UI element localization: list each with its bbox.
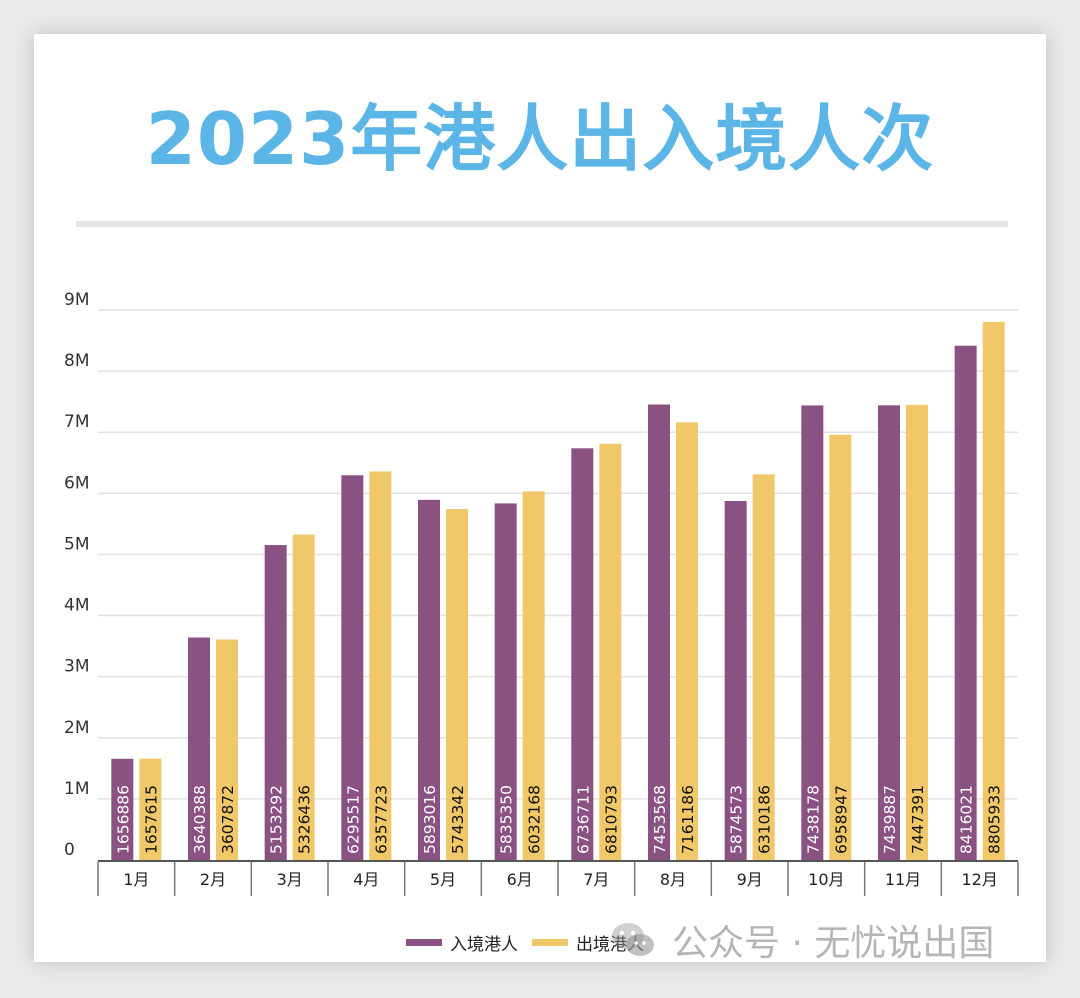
bar-inbound: [724, 500, 747, 860]
bar-value-label: 6810793: [602, 785, 620, 854]
bar-value-label: 7439887: [881, 785, 899, 854]
x-tick-label: 8月: [660, 870, 686, 889]
watermark-text: 公众号 · 无忧说出国: [672, 923, 995, 964]
bar-inbound: [571, 448, 594, 860]
x-tick-label: 7月: [583, 870, 609, 889]
bar-value-label: 6958947: [832, 785, 850, 854]
bar-value-label: 3640388: [191, 785, 209, 854]
bar-inbound: [648, 404, 670, 860]
wechat-icon: [612, 923, 654, 956]
legend-swatch-outbound: [532, 939, 568, 946]
bar-value-label: 6032168: [526, 785, 544, 854]
bar-outbound: [292, 534, 315, 860]
y-tick-label: 5M: [64, 534, 89, 554]
bar-outbound: [752, 474, 775, 860]
bar-value-label: 7453568: [651, 785, 669, 854]
y-tick-label: 2M: [64, 718, 89, 738]
y-tick-label: 4M: [64, 596, 89, 616]
y-tick-label: 3M: [64, 657, 89, 677]
y-tick-label: 6M: [64, 473, 89, 493]
bar-value-label: 5835350: [498, 785, 516, 854]
bar-inbound: [111, 758, 134, 860]
x-tick-label: 5月: [430, 870, 456, 889]
bar-inbound: [801, 405, 824, 860]
bar-value-label: 6357723: [372, 785, 390, 854]
bar-value-label: 7447391: [909, 785, 927, 854]
bar-chart: 0 1M 2M 3M 4M 5M 6M 7M 8M 9M 1656886 1657615 364038…: [64, 290, 1019, 896]
bar-inbound: [954, 345, 977, 860]
bar-inbound: [494, 503, 517, 860]
bar-value-label: 5326436: [296, 785, 314, 854]
bar-value-label: 5743342: [449, 785, 467, 854]
x-tick-label: 9月: [737, 870, 763, 889]
bar-outbound: [369, 471, 392, 860]
bar-outbound: [216, 639, 238, 860]
bar-value-label: 1657615: [142, 785, 160, 854]
legend-item-outbound: 出境港人: [532, 930, 644, 955]
bar-value-label: 7161186: [679, 785, 697, 854]
legend-label-outbound: 出境港人: [576, 935, 644, 955]
bar-inbound: [264, 545, 287, 860]
bar-outbound: [599, 443, 622, 860]
y-tick-label: 0: [64, 840, 75, 860]
x-tick-label: 12月: [961, 870, 997, 889]
x-tick-label: 11月: [885, 870, 921, 889]
y-tick-label: 7M: [64, 412, 89, 432]
bar-value-label: 5153292: [268, 785, 286, 854]
bar-outbound: [982, 321, 1005, 861]
bar-inbound: [418, 499, 440, 860]
bar-value-label: 6295517: [344, 785, 362, 854]
bar-outbound: [139, 758, 162, 860]
bar-outbound: [829, 434, 852, 860]
bar-outbound: [522, 491, 545, 860]
bar-value-label: 5874573: [728, 785, 746, 854]
bar-value-label: 8416021: [958, 785, 976, 854]
bar-value-label: 3607872: [219, 785, 237, 854]
bar-value-label: 6310186: [756, 785, 774, 854]
x-tick-label: 1月: [123, 870, 149, 889]
legend-swatch-inbound: [406, 939, 442, 946]
bar-value-label: 8805933: [986, 785, 1004, 854]
chart-card: 2023年港人出入境人次 0 1M 2M 3M 4M 5M 6M 7M 8M 9M 1656886…: [34, 34, 1046, 964]
x-tick-label: 10月: [808, 870, 844, 889]
bar-inbound: [188, 637, 210, 860]
chart-legend: 入境港人 出境港人: [406, 930, 658, 955]
x-tick-label: 3月: [277, 870, 303, 889]
x-tick-label: 4月: [353, 870, 379, 889]
x-tick-label: 2月: [200, 870, 226, 889]
x-tick-label: 6月: [507, 870, 533, 889]
bar-value-label: 6736711: [574, 785, 592, 854]
chart-title: 2023年港人出入境人次: [145, 97, 935, 181]
watermark: 公众号 · 无忧说出国: [610, 914, 994, 966]
bar-value-label: 1656886: [114, 785, 132, 854]
bar-outbound: [676, 422, 698, 860]
y-tick-label: 9M: [64, 290, 89, 310]
title-divider: [76, 221, 1008, 227]
y-tick-label: 8M: [64, 351, 89, 371]
bar-value-label: 5893016: [421, 785, 439, 854]
legend-item-inbound: 入境港人: [406, 930, 518, 955]
bar-outbound: [906, 404, 928, 860]
y-tick-label: 1M: [64, 779, 89, 799]
bar-inbound: [878, 405, 900, 860]
bar-outbound: [446, 509, 468, 860]
legend-label-inbound: 入境港人: [450, 935, 518, 955]
bar-value-label: 7438178: [804, 785, 822, 854]
bar-inbound: [341, 475, 364, 860]
